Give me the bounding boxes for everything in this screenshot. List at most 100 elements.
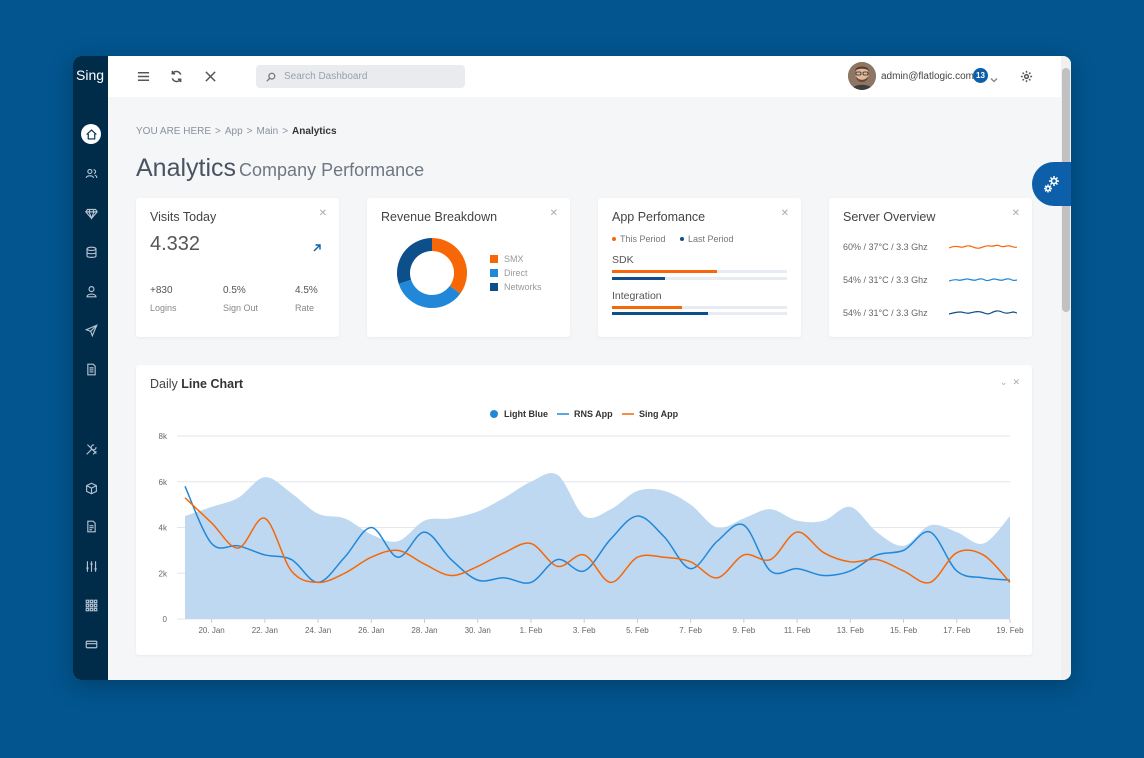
file-icon[interactable] (81, 516, 101, 536)
x-tick-label: 13. Feb (837, 626, 865, 635)
server-stat-label: 54% / 31°C / 3.3 Ghz (843, 308, 928, 318)
brand-logo[interactable]: Sing (76, 67, 105, 83)
collapse-icon[interactable]: ⌄ (999, 377, 1008, 387)
x-tick-label: 7. Feb (679, 626, 702, 635)
server-sparkline (949, 310, 1017, 315)
user-icon[interactable] (81, 281, 101, 301)
grid-icon[interactable] (81, 595, 101, 615)
revenue-breakdown-card: Revenue Breakdown ✕ SMX Direct Networks (367, 198, 570, 337)
server-stat-label: 54% / 31°C / 3.3 Ghz (843, 275, 928, 285)
y-tick-label: 8k (159, 432, 168, 441)
menu-icon[interactable] (135, 68, 151, 84)
breadcrumb: YOU ARE HERE > App > Main > Analytics (136, 126, 337, 137)
legend-label[interactable]: Sing App (639, 409, 679, 419)
notification-badge[interactable]: 13 (973, 68, 988, 83)
donut-slice-direct[interactable] (398, 279, 461, 308)
bar-fill (612, 270, 717, 273)
box-icon[interactable] (81, 478, 101, 498)
breadcrumb-item-app[interactable]: App (224, 126, 243, 137)
legend-label[interactable]: Light Blue (504, 409, 548, 419)
donut-slice-smx[interactable] (432, 238, 467, 294)
stat-label: Sign Out (223, 303, 259, 313)
user-email[interactable]: admin@flatlogic.com (881, 71, 974, 82)
close-icon[interactable]: ✕ (1011, 208, 1020, 219)
close-icon[interactable]: ✕ (549, 208, 558, 219)
card-icon[interactable] (81, 634, 101, 654)
legend-item-smx: SMX (490, 254, 524, 264)
search-input[interactable] (284, 71, 444, 82)
y-tick-label: 2k (159, 569, 168, 578)
refresh-icon[interactable] (168, 68, 184, 84)
page-title-main: Analytics (136, 154, 237, 182)
x-tick-label: 30. Jan (465, 626, 491, 635)
card-title: Server Overview (843, 210, 936, 224)
breadcrumb-item-main[interactable]: Main (256, 126, 279, 137)
stat-logins: +830 Logins (150, 285, 177, 313)
sliders-icon[interactable] (81, 556, 101, 576)
line-chart: 0 2k 4k 6k 8k 20. Jan 22. Jan 24. Jan 26. Jan 28.… (159, 409, 1025, 635)
card-title: Visits Today (150, 210, 217, 224)
donut-chart (397, 238, 467, 308)
donut-slice-networks[interactable] (397, 238, 432, 284)
stat-value: 4.5% (295, 285, 318, 296)
x-tick-label: 26. Jan (358, 626, 384, 635)
sdk-last-period-bar (612, 277, 787, 280)
server-sparkline (949, 244, 1017, 249)
x-tick-label: 5. Feb (626, 626, 649, 635)
integration-this-period-bar (612, 306, 787, 309)
bar-fill (612, 312, 709, 315)
daily-line-chart-card: 0 2k 4k 6k 8k 20. Jan 22. Jan 24. Jan 26. Jan 28.… (136, 365, 1032, 655)
sidebar: Sing (73, 56, 108, 680)
top-header: admin@flatlogic.com 13 (108, 56, 1061, 97)
home-icon[interactable] (81, 124, 101, 144)
legend-label: Networks (504, 282, 542, 292)
close-icon[interactable] (202, 68, 218, 84)
x-tick-label: 20. Jan (198, 626, 224, 635)
y-tick-label: 4k (159, 524, 168, 533)
close-icon[interactable]: ✕ (780, 208, 789, 219)
legend-label[interactable]: RNS App (574, 409, 613, 419)
server-sparkline (949, 278, 1017, 282)
series-area-light-blue[interactable] (185, 473, 1010, 619)
server-stat-label: 60% / 37°C / 3.3 Ghz (843, 242, 928, 252)
database-icon[interactable] (81, 242, 101, 262)
y-tick-label: 6k (159, 478, 168, 487)
x-tick-label: 28. Jan (411, 626, 437, 635)
diamond-icon[interactable] (81, 203, 101, 223)
x-tick-label: 17. Feb (943, 626, 971, 635)
card-title: Daily Line Chart (150, 377, 243, 391)
x-tick-label: 11. Feb (784, 626, 811, 635)
send-icon[interactable] (81, 320, 101, 340)
breadcrumb-current: Analytics (292, 126, 337, 137)
legend-swatch (490, 283, 498, 291)
visits-today-card: Visits Today ✕ 4.332 +830 Logins 0.5% Si… (136, 198, 339, 337)
chevron-down-icon[interactable] (990, 71, 998, 83)
x-tick-label: 15. Feb (890, 626, 918, 635)
gear-icon[interactable] (1018, 68, 1034, 84)
legend-label: Last Period (688, 234, 734, 244)
card-controls: ⌄ ✕ (1000, 377, 1020, 388)
theme-settings-button[interactable] (1032, 162, 1071, 206)
legend-label: SMX (504, 254, 524, 264)
legend-label: Direct (504, 268, 528, 278)
integration-last-period-bar (612, 312, 787, 315)
stat-rate: 4.5% Rate (295, 285, 318, 313)
users-icon[interactable] (81, 163, 101, 183)
legend-marker (490, 410, 498, 418)
app-performance-card: App Perfomance ✕ This Period Last Period… (598, 198, 801, 337)
perf-label-integration: Integration (612, 290, 662, 302)
legend-swatch (490, 255, 498, 263)
series-line-sing-app[interactable] (184, 497, 1011, 584)
search-box[interactable] (256, 65, 465, 88)
page-subtitle: Company Performance (239, 160, 425, 180)
bar-fill (612, 277, 665, 280)
avatar[interactable] (848, 62, 876, 90)
card-title: Revenue Breakdown (381, 210, 498, 224)
x-tick-label: 3. Feb (573, 626, 596, 635)
document-icon[interactable] (81, 359, 101, 379)
scrollbar[interactable] (1061, 56, 1071, 680)
x-tick-label: 19. Feb (996, 626, 1024, 635)
tools-icon[interactable] (81, 439, 101, 459)
close-icon[interactable]: ✕ (1012, 377, 1020, 387)
close-icon[interactable]: ✕ (318, 208, 327, 219)
